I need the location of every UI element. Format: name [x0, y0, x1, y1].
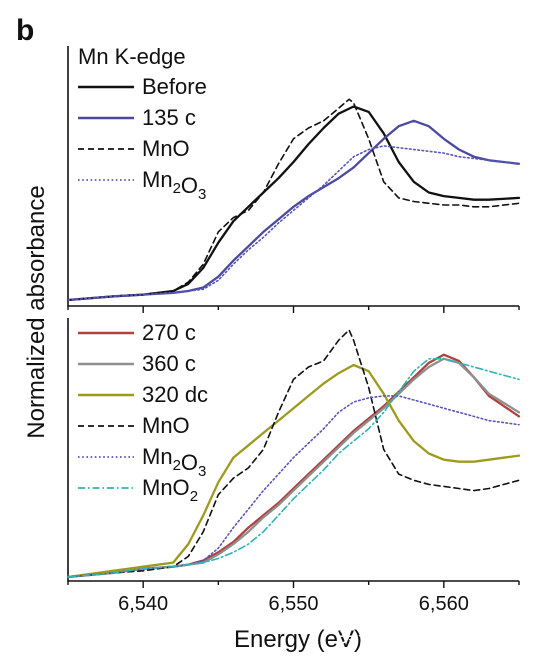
legend-entry: 135 c: [142, 105, 196, 130]
x-axis-label: Energy (eV): [234, 626, 362, 653]
panel-top: Mn K-edge Before 135 c MnO Mn2O3: [66, 44, 521, 307]
legend-entry: 360 c: [142, 351, 196, 376]
x-tick-label: 6,560: [419, 593, 469, 615]
legend-entry: Mn2O3: [142, 167, 206, 203]
series-line: [67, 358, 520, 578]
x-axis-ticks: 6,540 6,550 6,560: [67, 306, 520, 615]
panel-letter: b: [16, 14, 34, 47]
legend-entry: Before: [142, 74, 207, 99]
series-line: [66, 357, 521, 579]
series-line: [67, 329, 520, 578]
legend-entry: 270 c: [142, 320, 196, 345]
series-line: [67, 98, 520, 301]
legend-entry: MnO2: [142, 475, 198, 505]
series-line: [66, 353, 521, 579]
axis-frame: [67, 46, 519, 307]
legend-entry: Mn2O3: [142, 444, 206, 480]
series-line: [66, 363, 521, 579]
x-tick-label: 6,550: [268, 593, 318, 615]
legend-entry: MnO: [142, 413, 190, 438]
watermark-text: 头条号 / 新能源Leader: [338, 624, 547, 648]
legend-title: Mn K-edge: [78, 44, 186, 69]
legend-entry: MnO: [142, 136, 190, 161]
x-tick-label: 6,540: [118, 593, 168, 615]
legend-entry: 320 dc: [142, 382, 208, 407]
y-axis-label: Normalized absorbance: [23, 185, 50, 438]
series-line: [67, 145, 520, 301]
series-line: [67, 395, 520, 578]
series-line: [66, 105, 521, 302]
